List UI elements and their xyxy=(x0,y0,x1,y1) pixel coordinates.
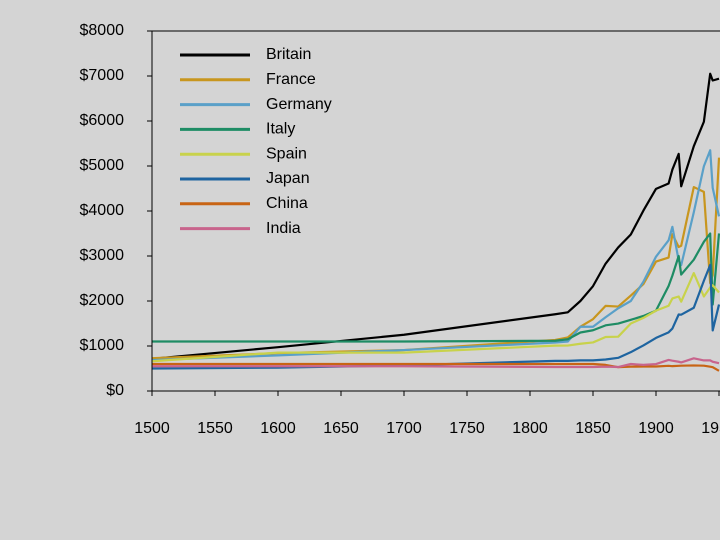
x-tick-label: 1600 xyxy=(260,420,296,437)
y-tick-label: $3000 xyxy=(80,247,125,264)
series-line xyxy=(152,149,720,362)
x-tick-label: 1800 xyxy=(512,420,548,437)
y-tick-label: $0 xyxy=(106,382,124,399)
series-line xyxy=(152,357,720,369)
series-line xyxy=(152,72,720,360)
legend-label: Spain xyxy=(266,145,307,162)
legend-label: Britain xyxy=(266,46,311,63)
y-tick-label: $1000 xyxy=(80,337,125,354)
x-tick-label: 1650 xyxy=(323,420,359,437)
y-tick-label: $7000 xyxy=(80,67,125,84)
series-line xyxy=(152,263,720,370)
series-line xyxy=(152,232,720,343)
x-tick-label: 1850 xyxy=(575,420,611,437)
y-tick-label: $5000 xyxy=(80,157,125,174)
x-tick-label: 1500 xyxy=(134,420,170,437)
legend-label: Italy xyxy=(266,121,295,138)
x-tick-label: 1750 xyxy=(449,420,485,437)
series-line xyxy=(152,362,720,372)
legend-label: China xyxy=(266,195,308,212)
legend-label: Japan xyxy=(266,170,310,187)
y-tick-label: $4000 xyxy=(80,202,125,219)
x-tick-label: 1900 xyxy=(638,420,674,437)
x-tick-label: 1950 xyxy=(701,420,720,437)
y-tick-label: $2000 xyxy=(80,292,125,309)
y-tick-label: $6000 xyxy=(80,112,125,129)
series-line xyxy=(152,157,720,360)
x-tick-label: 1700 xyxy=(386,420,422,437)
legend-label: Germany xyxy=(266,96,332,113)
legend-label: France xyxy=(266,71,316,88)
y-tick-label: $8000 xyxy=(80,22,125,39)
x-tick-label: 1550 xyxy=(197,420,233,437)
plot-area xyxy=(152,72,720,372)
legend-label: India xyxy=(266,220,301,237)
